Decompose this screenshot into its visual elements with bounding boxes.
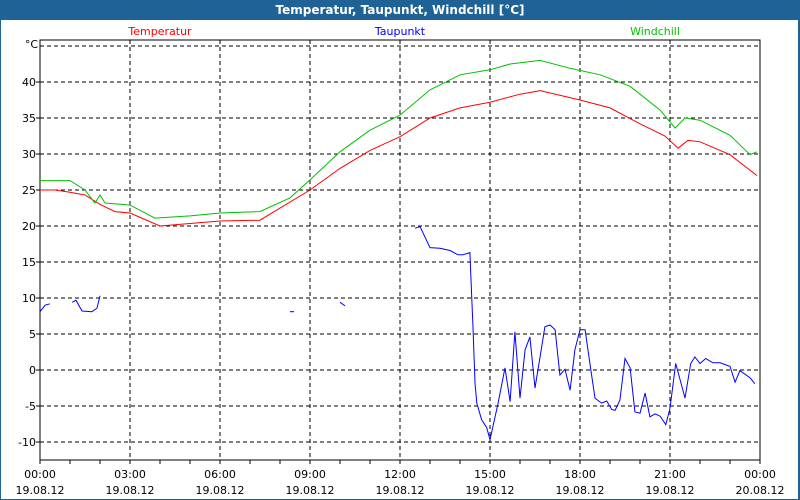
y-tick-label: -5 [25, 400, 36, 413]
x-tick-date: 19.08.12 [376, 484, 425, 497]
x-tick-time: 15:00 [474, 468, 506, 481]
legend-taupunkt: Taupunkt [374, 25, 426, 38]
x-tick-time: 00:00 [744, 468, 776, 481]
series-line-taupunkt [414, 226, 756, 440]
series-line-temperatur [40, 90, 758, 227]
x-tick-time: 06:00 [204, 468, 236, 481]
y-tick-label: 15 [22, 256, 36, 269]
series-line-taupunkt [39, 303, 51, 313]
x-tick-date: 19.08.12 [646, 484, 695, 497]
y-tick-label: 10 [22, 292, 36, 305]
y-tick-label: 25 [22, 184, 36, 197]
x-tick-date: 20.08.12 [736, 484, 785, 497]
y-tick-label: -10 [18, 436, 36, 449]
y-tick-label: 0 [29, 364, 36, 377]
x-tick-time: 03:00 [114, 468, 146, 481]
legend-windchill: Windchill [630, 25, 680, 38]
x-tick-time: 21:00 [654, 468, 686, 481]
y-tick-label: 20 [22, 220, 36, 233]
y-tick-label: 40 [22, 76, 36, 89]
series-line-taupunkt [339, 301, 346, 307]
series-line-taupunkt [71, 295, 101, 313]
x-tick-date: 19.08.12 [196, 484, 245, 497]
y-tick-label: 30 [22, 148, 36, 161]
series-line-windchill [40, 59, 758, 219]
window-title: Temperatur, Taupunkt, Windchill [°C] [275, 3, 525, 17]
x-tick-date: 19.08.12 [556, 484, 605, 497]
x-tick-date: 19.08.12 [106, 484, 155, 497]
x-tick-time: 09:00 [294, 468, 326, 481]
x-tick-time: 00:00 [24, 468, 56, 481]
y-tick-label: 35 [22, 112, 36, 125]
legend-temperatur: Temperatur [127, 25, 192, 38]
y-tick-label: 5 [29, 328, 36, 341]
x-tick-date: 19.08.12 [286, 484, 335, 497]
x-tick-date: 19.08.12 [466, 484, 515, 497]
x-tick-date: 19.08.12 [16, 484, 65, 497]
x-tick-time: 18:00 [564, 468, 596, 481]
y-axis-unit: °C [25, 38, 39, 51]
x-tick-time: 12:00 [384, 468, 416, 481]
